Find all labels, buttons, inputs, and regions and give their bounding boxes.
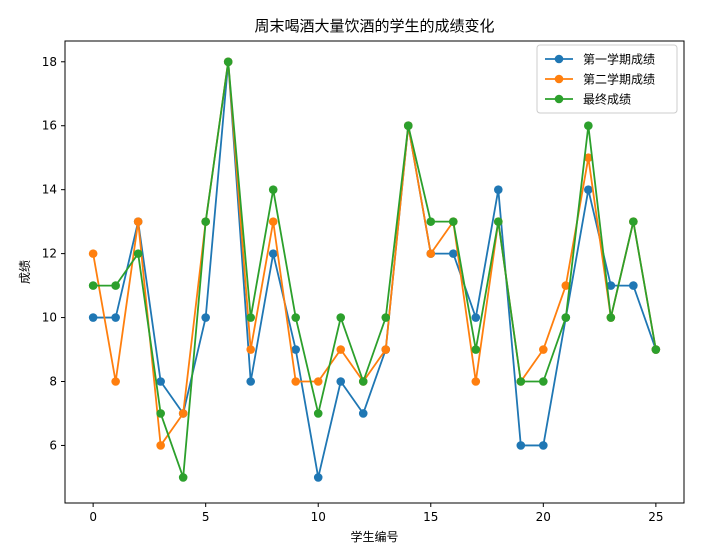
legend-label-2: 第二学期成绩	[583, 72, 655, 87]
series-2-point	[291, 377, 301, 386]
series-2-point	[584, 153, 593, 162]
series-3-point	[201, 217, 210, 226]
series-3-point	[584, 121, 593, 131]
series-3-point	[629, 217, 638, 226]
series-3-point	[448, 217, 458, 226]
y-tick-label: 18	[42, 55, 57, 69]
series-3-point	[246, 313, 255, 322]
legend-marker-3	[554, 94, 564, 104]
series-3-point	[561, 313, 571, 322]
series-1-point	[111, 313, 120, 322]
series-3-point	[111, 281, 120, 290]
series-1-point	[494, 185, 503, 194]
y-tick-label: 12	[42, 247, 57, 261]
series-3-point	[156, 409, 165, 418]
series-1-point	[268, 249, 278, 258]
series-1-point	[584, 185, 593, 194]
series-1-point	[471, 313, 481, 322]
x-axis-label: 学生编号	[350, 529, 398, 544]
legend-label-1: 第一学期成绩	[583, 52, 655, 67]
legend-marker-2	[554, 74, 564, 84]
series-line-3	[93, 60, 657, 479]
series-1-point	[336, 377, 346, 386]
series-3-point	[291, 313, 301, 322]
series-2-point	[246, 345, 255, 354]
legend-box	[536, 44, 678, 114]
series-3-point	[539, 377, 548, 386]
series-2-point	[133, 217, 143, 226]
series-2-point	[381, 345, 391, 354]
series-3-point	[516, 377, 526, 386]
series-2-point	[156, 441, 165, 450]
y-tick-label: 10	[42, 311, 57, 325]
series-3-point	[426, 217, 436, 226]
series-3-point	[133, 249, 143, 258]
series-2-point	[313, 377, 323, 386]
series-3-point	[268, 185, 278, 194]
x-tick-label: 20	[536, 510, 551, 524]
y-tick-label: 14	[42, 183, 57, 197]
series-1-point	[516, 441, 526, 450]
series-line-1	[93, 60, 657, 479]
y-tick-label: 16	[42, 119, 57, 133]
x-tick-label: 25	[648, 510, 663, 524]
series-2-point	[561, 281, 571, 290]
series-2-point	[336, 345, 346, 354]
series-1-point	[629, 281, 638, 290]
series-3-point	[178, 473, 188, 482]
series-3-point	[223, 57, 233, 67]
series-1-point	[539, 441, 548, 450]
series-3-point	[381, 313, 391, 322]
series-2-point	[178, 409, 188, 418]
series-3-point	[313, 409, 323, 418]
series-3-point	[403, 121, 413, 131]
x-tick-label: 5	[202, 510, 210, 524]
series-1-point	[313, 473, 323, 482]
series-3-point	[88, 281, 98, 290]
plot-area: 0 5 10 15 20 25 6 8 10 12 14 16 18	[42, 40, 685, 524]
series-1-point	[448, 249, 458, 258]
x-tick-label: 15	[423, 510, 438, 524]
chart-title: 周末喝酒大量饮酒的学生的成绩变化	[254, 17, 494, 35]
y-axis-label: 成绩	[18, 260, 32, 284]
x-tick-label: 10	[311, 510, 326, 524]
legend-marker-1	[554, 54, 564, 64]
series-1-point	[88, 313, 98, 322]
y-tick-label: 6	[49, 438, 57, 452]
legend-label-3: 最终成绩	[583, 92, 631, 107]
series-2-point	[268, 217, 278, 226]
x-tick-label: 0	[89, 510, 97, 524]
series-3-point	[471, 345, 481, 354]
series-2-point	[426, 249, 436, 258]
plot-frame	[64, 40, 685, 504]
series-3-point	[358, 377, 368, 386]
series-2-point	[111, 377, 120, 386]
series-2-point	[539, 345, 548, 354]
series-1-point	[358, 409, 368, 418]
series-3-point	[336, 313, 346, 322]
series-1-point	[606, 281, 616, 290]
series-2-point	[88, 249, 98, 258]
series-3-point	[651, 345, 661, 354]
series-1-point	[291, 345, 301, 354]
series-3-point	[494, 217, 503, 226]
series-line-2	[92, 60, 657, 447]
y-tick-label: 8	[49, 375, 57, 389]
series-1-point	[201, 313, 210, 322]
series-1-point	[246, 377, 255, 386]
series-1-point	[156, 377, 165, 386]
series-3-point	[606, 313, 616, 322]
series-2-point	[471, 377, 481, 386]
